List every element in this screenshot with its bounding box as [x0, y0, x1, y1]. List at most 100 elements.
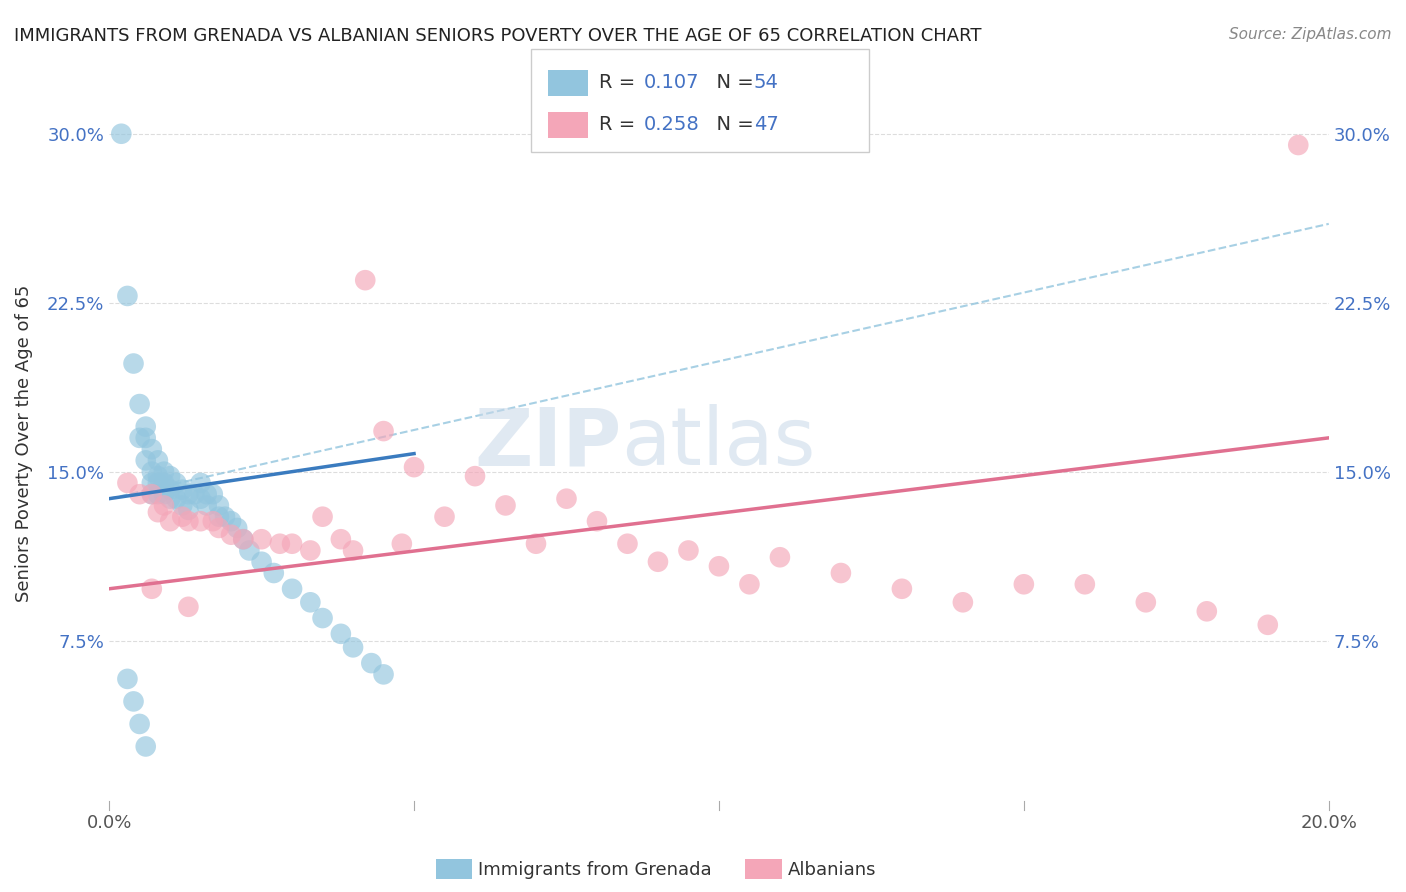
- Text: ZIP: ZIP: [474, 404, 621, 483]
- Point: [195, 499, 218, 513]
- Point: [146, 469, 169, 483]
- Point: [769, 550, 792, 565]
- Point: [299, 595, 322, 609]
- Point: [190, 475, 212, 490]
- Point: [391, 537, 413, 551]
- Text: 47: 47: [754, 115, 779, 135]
- Point: [159, 514, 181, 528]
- Point: [354, 273, 377, 287]
- Point: [153, 475, 176, 490]
- Point: [433, 509, 456, 524]
- Text: Source: ZipAtlas.com: Source: ZipAtlas.com: [1229, 27, 1392, 42]
- Text: 0.258: 0.258: [644, 115, 700, 135]
- Point: [172, 483, 194, 497]
- Point: [146, 505, 169, 519]
- Point: [159, 483, 181, 497]
- Point: [165, 491, 187, 506]
- Point: [329, 627, 352, 641]
- Text: 0.107: 0.107: [644, 73, 699, 93]
- Point: [890, 582, 912, 596]
- Point: [110, 127, 132, 141]
- Point: [495, 499, 517, 513]
- Point: [647, 555, 669, 569]
- Point: [208, 499, 231, 513]
- Text: N =: N =: [704, 73, 761, 93]
- Text: R =: R =: [599, 115, 641, 135]
- Y-axis label: Seniors Poverty Over the Age of 65: Seniors Poverty Over the Age of 65: [15, 285, 32, 602]
- Point: [135, 431, 157, 445]
- Point: [208, 509, 231, 524]
- Point: [373, 667, 395, 681]
- Point: [128, 717, 150, 731]
- Text: 54: 54: [754, 73, 779, 93]
- Point: [1286, 138, 1309, 153]
- Point: [177, 599, 200, 614]
- Point: [1135, 595, 1157, 609]
- Point: [146, 475, 169, 490]
- Point: [177, 487, 200, 501]
- Point: [311, 509, 333, 524]
- Point: [678, 543, 700, 558]
- Point: [555, 491, 578, 506]
- Text: Albanians: Albanians: [787, 861, 876, 879]
- Point: [135, 419, 157, 434]
- Point: [208, 521, 231, 535]
- Point: [329, 533, 352, 547]
- Point: [146, 487, 169, 501]
- Point: [159, 491, 181, 506]
- Point: [250, 533, 273, 547]
- Point: [117, 475, 139, 490]
- Text: Immigrants from Grenada: Immigrants from Grenada: [478, 861, 711, 879]
- Point: [190, 514, 212, 528]
- Point: [141, 465, 163, 479]
- Point: [232, 533, 254, 547]
- Point: [159, 469, 181, 483]
- Point: [402, 460, 425, 475]
- Point: [135, 739, 157, 754]
- Point: [311, 611, 333, 625]
- Point: [281, 582, 304, 596]
- Text: R =: R =: [599, 73, 641, 93]
- Point: [952, 595, 974, 609]
- Point: [342, 543, 364, 558]
- Point: [219, 527, 242, 541]
- Point: [232, 533, 254, 547]
- Point: [165, 475, 187, 490]
- Point: [738, 577, 761, 591]
- Point: [1195, 604, 1218, 618]
- Text: atlas: atlas: [621, 404, 815, 483]
- Point: [201, 514, 224, 528]
- Point: [830, 566, 852, 580]
- Point: [238, 543, 260, 558]
- Point: [464, 469, 486, 483]
- Text: IMMIGRANTS FROM GRENADA VS ALBANIAN SENIORS POVERTY OVER THE AGE OF 65 CORRELATI: IMMIGRANTS FROM GRENADA VS ALBANIAN SENI…: [14, 27, 981, 45]
- Point: [1257, 617, 1279, 632]
- Point: [586, 514, 609, 528]
- Point: [195, 487, 218, 501]
- Point: [153, 487, 176, 501]
- Point: [373, 424, 395, 438]
- Point: [263, 566, 285, 580]
- Point: [177, 514, 200, 528]
- Point: [146, 453, 169, 467]
- Point: [1074, 577, 1097, 591]
- Point: [190, 491, 212, 506]
- Point: [153, 499, 176, 513]
- Point: [141, 442, 163, 456]
- Point: [128, 431, 150, 445]
- Point: [141, 487, 163, 501]
- Point: [1012, 577, 1035, 591]
- Point: [141, 582, 163, 596]
- Point: [250, 555, 273, 569]
- Point: [616, 537, 638, 551]
- Point: [141, 487, 163, 501]
- Point: [183, 487, 205, 501]
- Point: [707, 559, 730, 574]
- Point: [281, 537, 304, 551]
- Point: [172, 509, 194, 524]
- Point: [219, 514, 242, 528]
- Text: N =: N =: [704, 115, 761, 135]
- Point: [122, 357, 145, 371]
- Point: [177, 503, 200, 517]
- Point: [128, 487, 150, 501]
